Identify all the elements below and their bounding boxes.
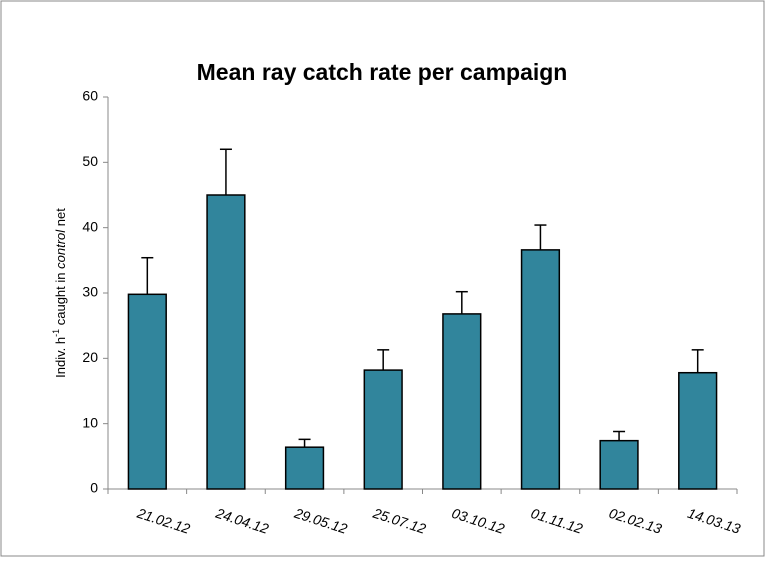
y-label-part: net <box>53 208 68 230</box>
bar <box>127 293 167 490</box>
y-tick-label: 40 <box>82 218 98 234</box>
bar <box>520 249 561 490</box>
y-tick-label: 10 <box>82 414 98 430</box>
y-tick-label: 60 <box>82 88 98 104</box>
y-tick-label: 50 <box>82 153 98 169</box>
bar <box>678 371 718 490</box>
bar <box>363 369 403 490</box>
y-label-part: caught in <box>53 269 68 329</box>
bar <box>206 194 246 490</box>
chart-title: Mean ray catch rate per campaign <box>197 59 568 85</box>
y-label-part: control <box>53 229 68 269</box>
bar <box>442 313 482 490</box>
y-axis-label: Indiv. h-1 caught in control net <box>51 208 68 378</box>
y-tick-label: 20 <box>82 349 98 365</box>
bar <box>284 446 325 490</box>
y-label-part: -1 <box>51 329 61 337</box>
y-tick-label: 0 <box>90 480 98 496</box>
y-label-part: Indiv. h <box>53 337 68 378</box>
y-tick-label: 30 <box>82 284 98 300</box>
bar <box>599 439 639 490</box>
